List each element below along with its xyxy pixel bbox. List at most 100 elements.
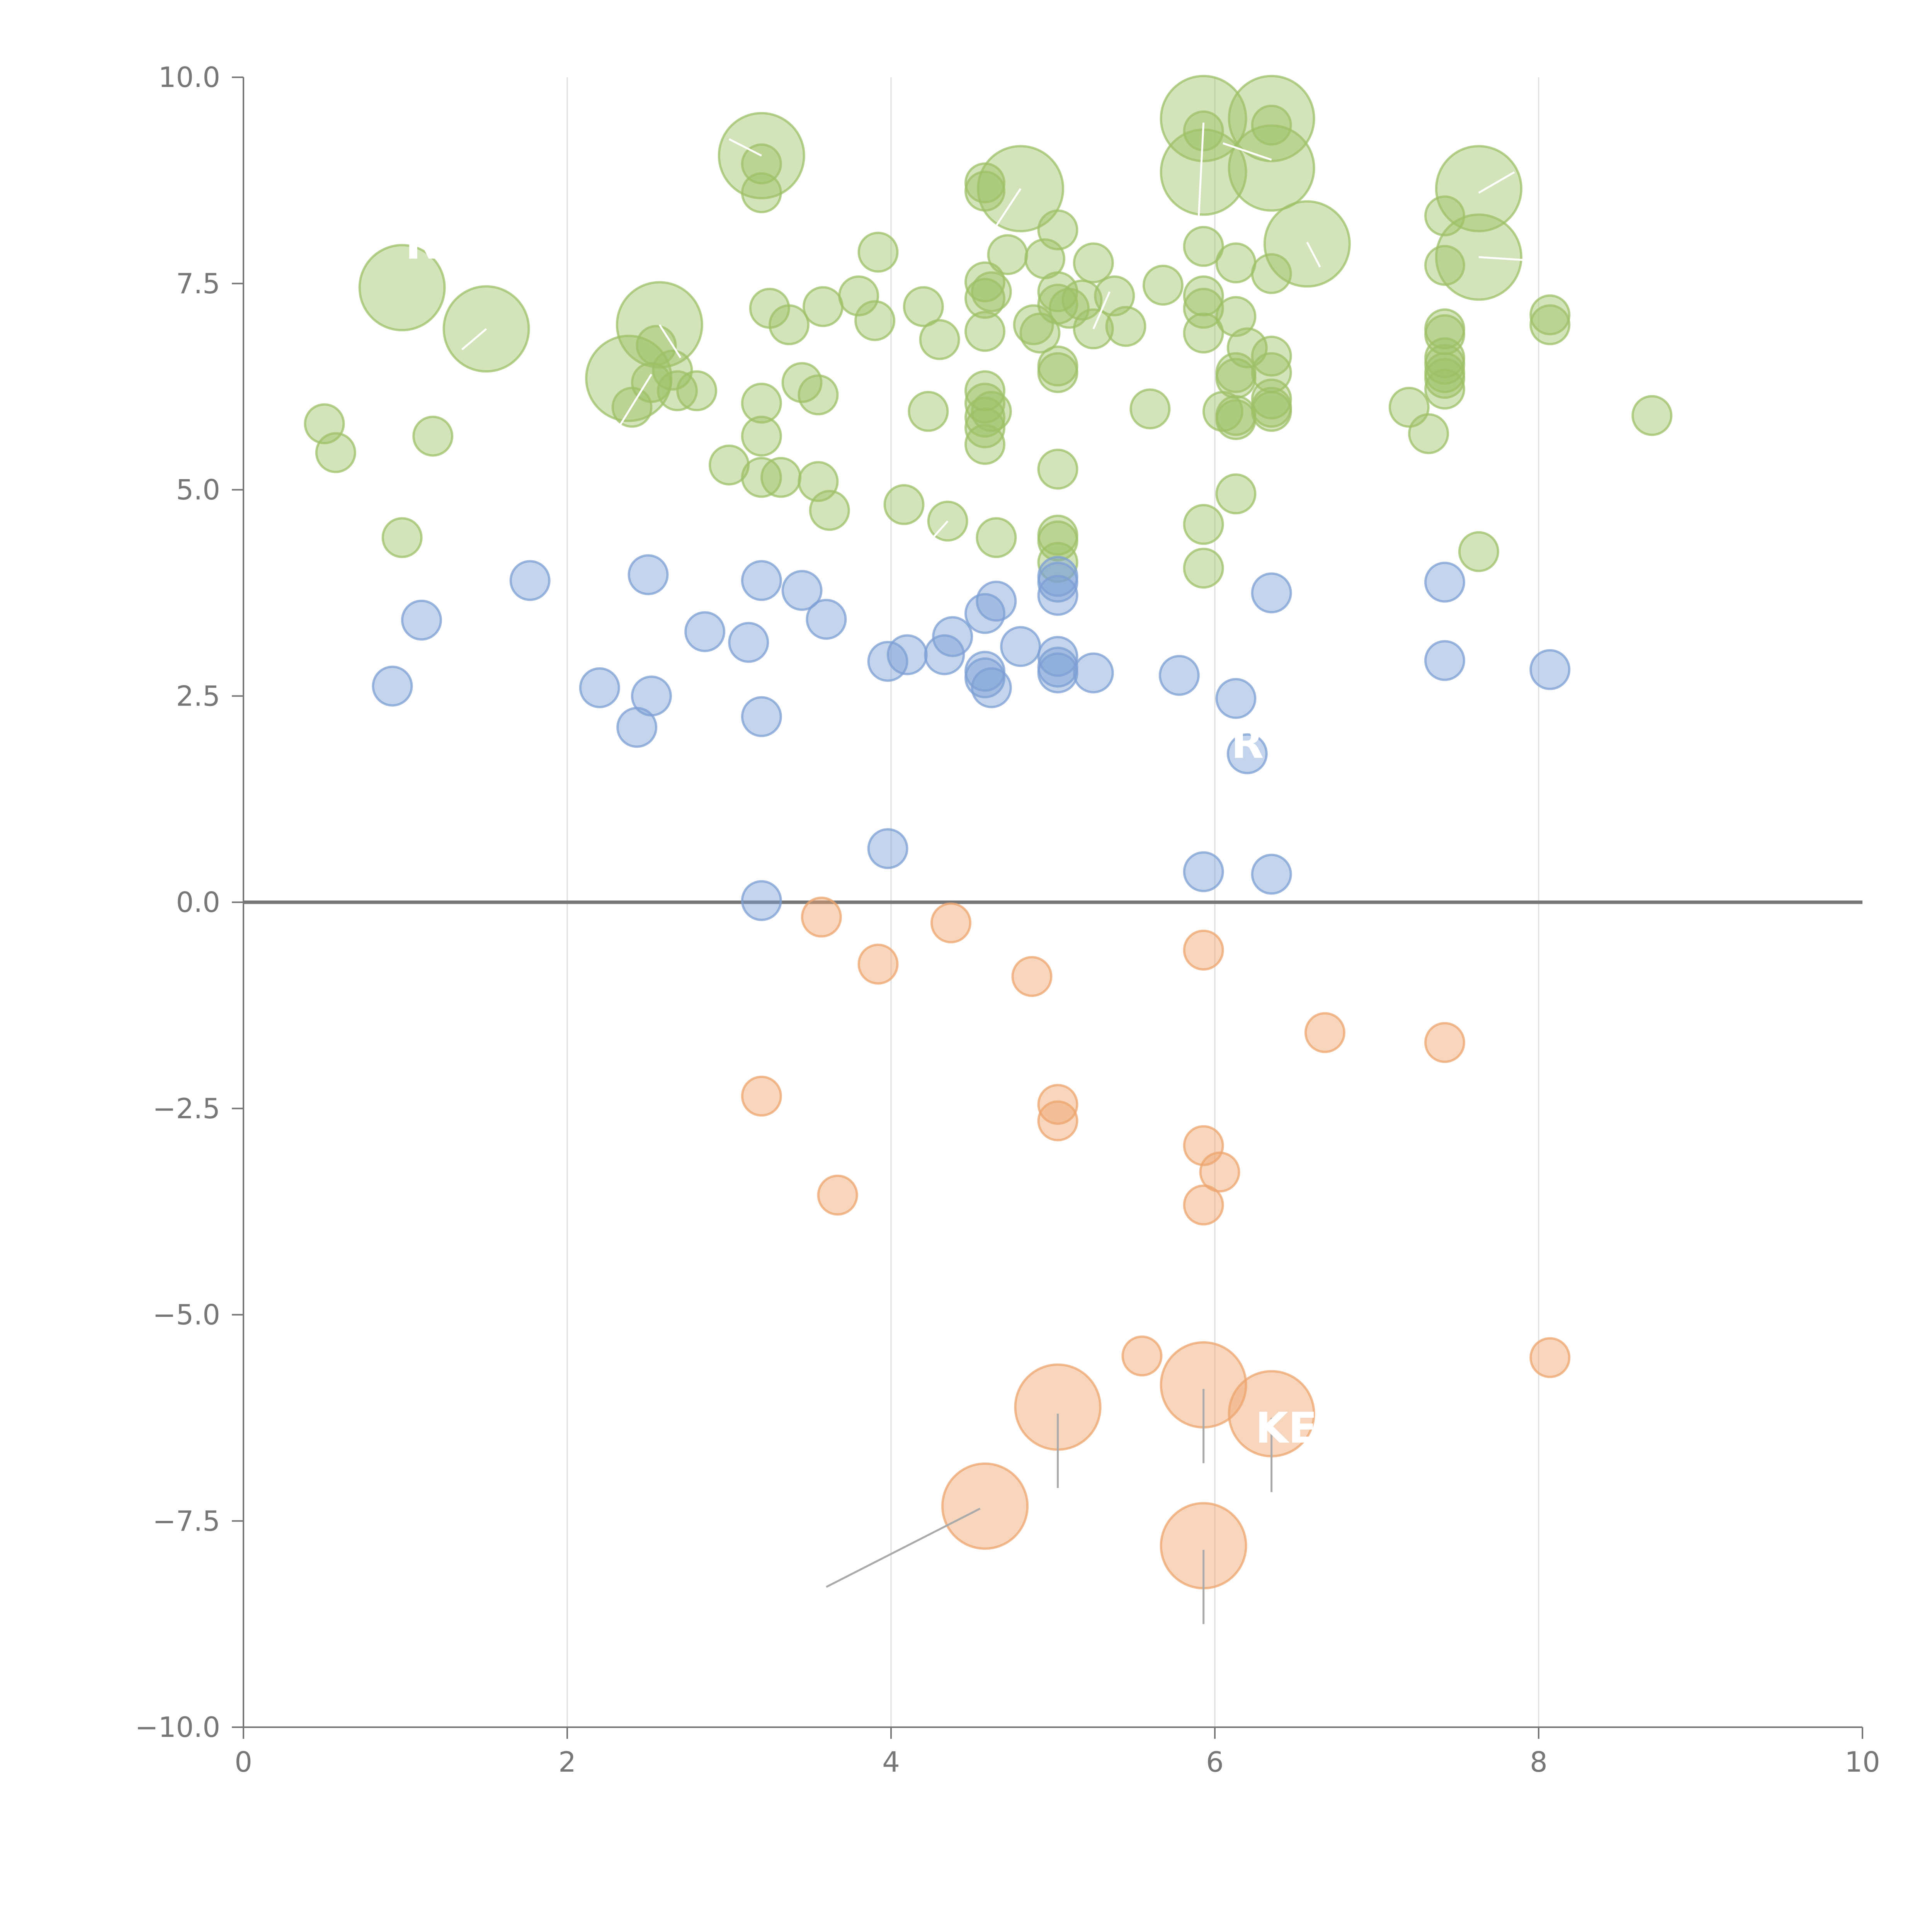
blue-point <box>1529 649 1571 690</box>
green-point <box>1037 352 1078 393</box>
orange-point <box>1304 1012 1345 1053</box>
leader-layer <box>461 122 1531 1624</box>
green-point <box>1037 209 1078 250</box>
green-point <box>1529 304 1571 345</box>
green-point <box>987 234 1028 276</box>
leader-line <box>658 324 682 359</box>
point-label: RK <box>405 219 473 269</box>
green-point <box>412 415 454 457</box>
blue-point <box>1215 678 1257 719</box>
green-point <box>381 517 423 558</box>
blue-point <box>628 554 669 595</box>
green-point <box>709 444 750 486</box>
orange-point <box>1183 1125 1224 1166</box>
green-point <box>741 415 782 457</box>
orange-point <box>1183 929 1224 971</box>
orange-point <box>1199 1151 1240 1193</box>
blue-point <box>579 667 620 708</box>
point-label: KE <box>1255 1403 1317 1452</box>
blue-point <box>372 665 413 707</box>
green-point <box>1094 275 1135 316</box>
green-point <box>1073 242 1114 284</box>
green-point <box>1037 520 1078 561</box>
green-point <box>964 424 1006 465</box>
green-point <box>1226 327 1268 369</box>
green-point <box>741 172 782 213</box>
axis-layer: 0 2 4 6 8 10 −10.0 −7.5 −5.0 −2.5 0.0 2.5 5.0 7.5 10.0 <box>135 61 1880 1778</box>
green-point <box>798 374 839 415</box>
green-point <box>1408 413 1449 454</box>
orange-point <box>1037 1084 1078 1125</box>
green-point <box>964 407 1006 449</box>
blue-point <box>1037 636 1078 677</box>
green-point <box>1215 473 1257 515</box>
blue-point <box>1037 561 1078 603</box>
green-point <box>857 231 899 273</box>
orange-point <box>741 1075 782 1117</box>
green-point <box>1183 287 1224 329</box>
green-point <box>769 304 810 345</box>
green-point <box>1424 245 1465 286</box>
green-point <box>1215 358 1257 399</box>
blue-point <box>728 622 769 663</box>
green-point <box>1129 388 1171 430</box>
y-tick-label: 2.5 <box>176 680 220 712</box>
y-tick-label: −2.5 <box>153 1092 220 1125</box>
orange-point <box>1037 1100 1078 1141</box>
leader-line <box>1478 171 1515 194</box>
green-point <box>964 278 1006 319</box>
green-point <box>1228 124 1315 212</box>
leader-line <box>1092 291 1111 330</box>
x-tick-label: 10 <box>1845 1746 1880 1778</box>
blue-point <box>1226 733 1268 774</box>
blue-point <box>1073 652 1114 694</box>
orange-point <box>817 1174 858 1216</box>
point-label: R <box>1231 718 1264 768</box>
blue-point <box>1424 640 1465 681</box>
leader-line <box>615 374 653 433</box>
green-point <box>315 432 356 473</box>
orange-point <box>1011 956 1053 997</box>
green-point <box>1251 391 1292 432</box>
green-point <box>1183 504 1224 545</box>
green-point <box>1215 296 1257 337</box>
green-point <box>741 143 782 185</box>
blue-point <box>964 593 1006 634</box>
green-point <box>854 300 896 341</box>
y-tick-label: −5.0 <box>153 1299 220 1331</box>
blue-point <box>1251 572 1292 614</box>
green-point <box>1037 449 1078 490</box>
green-point <box>1424 369 1465 410</box>
blue-point <box>867 828 908 869</box>
blue-point <box>741 560 782 601</box>
x-tick-label: 4 <box>882 1746 900 1778</box>
y-tick-label: −10.0 <box>135 1711 220 1743</box>
green-point <box>1183 275 1224 316</box>
y-tick-label: 0.0 <box>176 886 220 918</box>
leader-line <box>728 138 762 157</box>
green-point <box>1435 145 1522 233</box>
y-tick-label: −7.5 <box>153 1505 220 1537</box>
green-point <box>1251 335 1292 377</box>
blue-point <box>1424 561 1465 603</box>
green-point <box>976 517 1017 558</box>
leader-line <box>1223 142 1272 161</box>
green-point <box>1142 265 1184 306</box>
blue-point <box>741 696 782 737</box>
green-point <box>1529 294 1571 335</box>
blue-point <box>631 675 672 717</box>
green-point <box>1631 395 1673 436</box>
blue-point <box>1251 854 1292 895</box>
green-point <box>1215 399 1257 440</box>
green-point <box>1105 306 1146 347</box>
green-point <box>1160 75 1247 162</box>
orange-point <box>941 1462 1029 1550</box>
orange-point <box>1121 1335 1163 1377</box>
x-tick-label: 2 <box>558 1746 576 1778</box>
leader-line <box>1306 242 1321 268</box>
green-point <box>1183 548 1224 589</box>
label-layer: RK R KE <box>405 219 1317 1453</box>
orange-point <box>930 902 972 944</box>
y-tick-label: 5.0 <box>176 474 220 506</box>
